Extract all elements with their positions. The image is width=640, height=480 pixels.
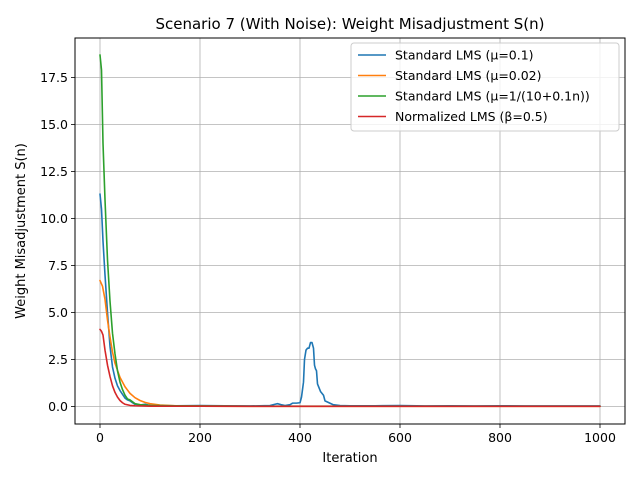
chart-title: Scenario 7 (With Noise): Weight Misadjus… <box>155 15 544 33</box>
x-tick-label: 1000 <box>584 430 616 445</box>
x-tick-label: 400 <box>288 430 312 445</box>
plot-frame <box>74 37 626 425</box>
y-axis-title: Weight Misadjustment S(n) <box>14 143 29 319</box>
y-tick-label: 0.0 <box>48 399 68 414</box>
y-ticks: 0.0 2.5 5.0 7.5 10.0 12.5 15.0 17.5 <box>40 70 75 414</box>
y-tick-label: 2.5 <box>48 352 68 367</box>
series-line-4 <box>99 328 601 408</box>
x-tick-label: 800 <box>488 430 512 445</box>
y-tick-label: 12.5 <box>40 164 68 179</box>
axes <box>74 37 626 425</box>
x-axis-title: Iteration <box>322 451 377 466</box>
legend-label-1: Standard LMS (μ=0.1) <box>395 48 534 63</box>
legend-label-4: Normalized LMS (β=0.5) <box>395 109 548 124</box>
x-tick-label: 600 <box>388 430 412 445</box>
y-tick-label: 10.0 <box>40 211 68 226</box>
y-tick-label: 15.0 <box>40 117 68 132</box>
y-tick-label: 7.5 <box>48 258 68 273</box>
legend-box <box>350 42 620 132</box>
x-tick-label: 0 <box>96 430 104 445</box>
y-tick-label: 17.5 <box>40 70 68 85</box>
legend: Standard LMS (μ=0.1) Standard LMS (μ=0.02… <box>350 42 620 132</box>
legend-label-2: Standard LMS (μ=0.02) <box>395 68 542 83</box>
x-ticks: 0 200 400 600 800 1000 <box>96 424 616 445</box>
y-tick-label: 5.0 <box>48 305 68 320</box>
series-layer <box>99 54 601 408</box>
legend-label-3: Standard LMS (μ=1/(10+0.1n)) <box>395 89 590 104</box>
x-tick-label: 200 <box>188 430 212 445</box>
